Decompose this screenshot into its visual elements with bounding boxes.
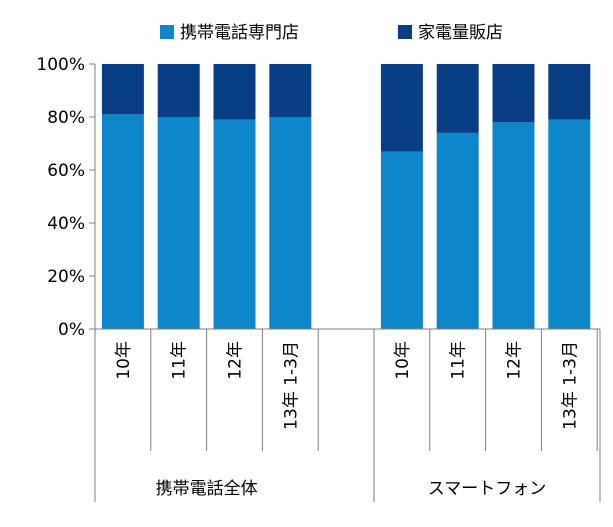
legend-label-specialty-store: 携帯電話専門店 [180,23,299,43]
bar-electronics-store [213,64,256,120]
bar-electronics-store [157,64,200,117]
bar-electronics-store [436,64,479,133]
group-label: 携帯電話全体 [156,479,258,499]
category-label: 13年 1-3月 [560,341,580,430]
bar-specialty-store [492,122,535,329]
category-label: 12年 [505,341,525,380]
group-label: スマートフォン [428,479,547,499]
y-tick-label: 40% [47,214,85,234]
bar-electronics-store [492,64,535,123]
category-label: 10年 [114,341,134,380]
legend-label-electronics-store: 家電量販店 [418,23,503,43]
bar-electronics-store [548,64,591,120]
legend-swatch-specialty-store [160,25,174,39]
bar-specialty-store [157,117,200,329]
y-tick-label: 100% [36,55,85,75]
bar-specialty-store [213,119,256,330]
bar-electronics-store [101,64,144,115]
bar-electronics-store [269,64,312,117]
y-tick-label: 60% [47,161,85,181]
bar-specialty-store [436,132,479,329]
plot-area [101,64,591,330]
bar-specialty-store [101,114,144,329]
legend: 携帯電話専門店 家電量販店 [160,23,503,43]
bar-specialty-store [548,119,591,330]
legend-swatch-electronics-store [398,25,412,39]
y-axis: 0% 20% 40% 60% 80% 100% [36,55,96,340]
bar-specialty-store [380,151,423,329]
y-tick-label: 20% [47,267,85,287]
category-label: 11年 [170,341,190,380]
category-label: 10年 [393,341,413,380]
category-label: 12年 [226,341,246,380]
y-tick-label: 0% [58,320,85,340]
bar-electronics-store [380,64,423,152]
category-label: 13年 1-3月 [281,341,301,430]
bar-specialty-store [269,117,312,329]
y-tick-label: 80% [47,108,85,128]
category-label: 11年 [449,341,469,380]
